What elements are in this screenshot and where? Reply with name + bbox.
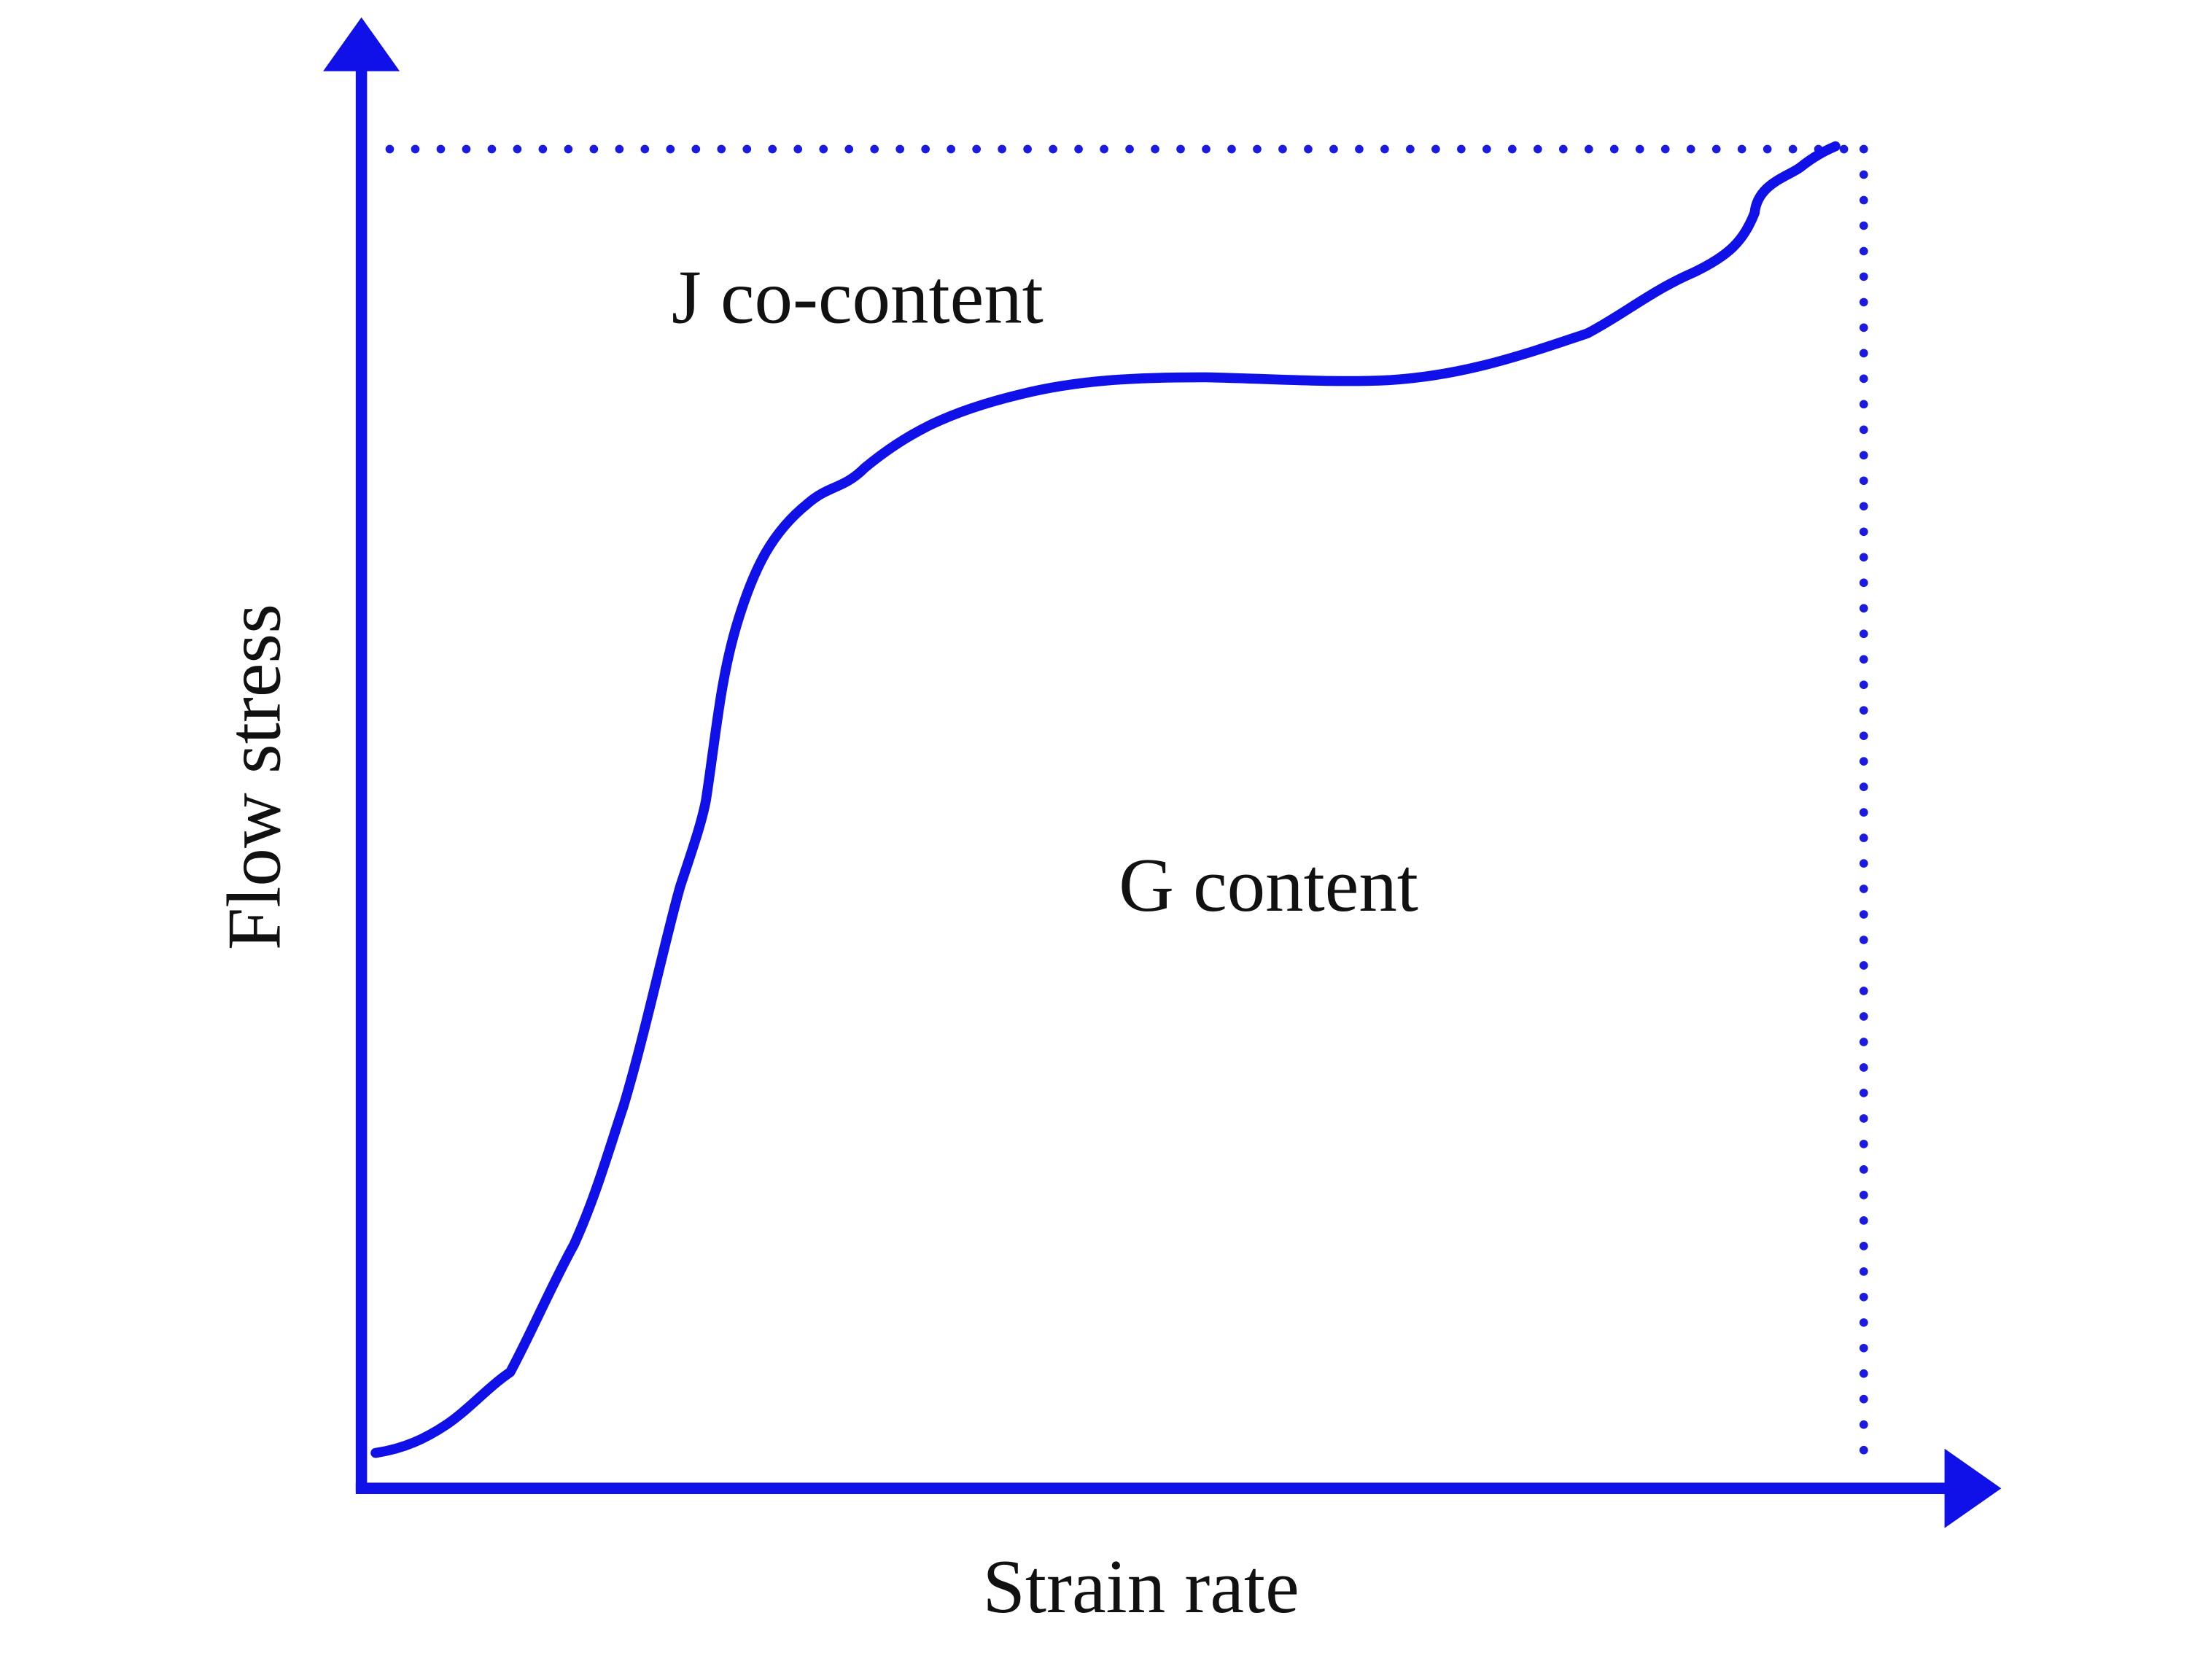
y-axis-label: Flow stress [211,604,297,950]
upper-region-label: J co-content [672,254,1044,339]
x-axis-label: Strain rate [983,1544,1299,1629]
x-axis-arrow [1944,1448,2002,1528]
lower-region-label: G content [1119,842,1418,928]
flow-curve [370,141,1841,1458]
y-axis-arrow [323,17,400,71]
